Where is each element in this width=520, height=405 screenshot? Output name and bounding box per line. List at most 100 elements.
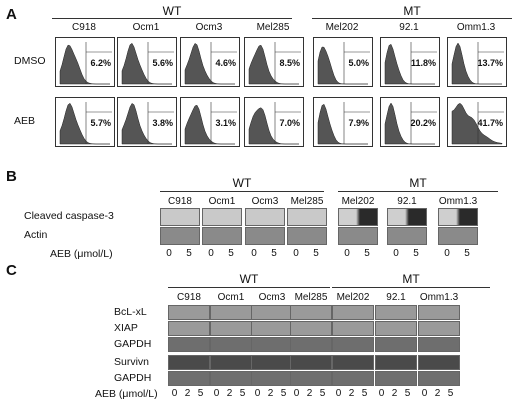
panel-b-dose-value: 0 <box>344 248 350 259</box>
western-blot-lane <box>160 208 200 226</box>
histogram-curve <box>248 102 301 145</box>
panel-c-row-label: BcL-xL <box>114 306 147 318</box>
percentage-label: 3.8% <box>152 118 173 128</box>
panel-c-dose-value: 2 <box>226 388 233 399</box>
panel-c-cell-line-label: Omm1.3 <box>419 292 459 303</box>
panel-c-dose-value: 0 <box>421 388 428 399</box>
panel-c-cell-line-label: Mel285 <box>294 292 328 303</box>
panel-b-dose-value: 0 <box>166 248 172 259</box>
panel-a-cell-line-label: Mel285 <box>256 22 290 33</box>
western-blot-lane <box>332 355 374 370</box>
histogram-area <box>59 102 110 145</box>
western-blot-lane <box>168 371 210 386</box>
panel-c-dose-value: 2 <box>391 388 398 399</box>
panel-b-cell-line-label: 92.1 <box>397 196 417 207</box>
panel-c-dose-value: 5 <box>239 388 246 399</box>
panel-b-dose-value: 0 <box>393 248 399 259</box>
panel-c-row-label: Survivn <box>114 356 150 368</box>
flow-histogram: 8.5% <box>244 37 304 87</box>
histogram-curve <box>184 102 237 145</box>
histogram-area <box>317 103 368 145</box>
western-blot-lane <box>375 305 417 320</box>
western-blot-lane <box>418 371 460 386</box>
panel-c-dose-value: 2 <box>184 388 191 399</box>
western-blot-lane <box>332 321 374 336</box>
percentage-label: 13.7% <box>477 58 503 68</box>
panel-a-wt-bracket <box>52 18 292 19</box>
panel-c-dose-value: 0 <box>335 388 342 399</box>
percentage-label: 4.6% <box>215 58 236 68</box>
panel-b-row-label: Cleaved caspase-3 <box>24 210 114 222</box>
flow-histogram: 7.9% <box>313 97 373 147</box>
histogram-area <box>184 43 235 85</box>
panel-b-dose-value: 5 <box>271 248 277 259</box>
panel-c-dose-value: 2 <box>434 388 441 399</box>
western-blot-lane <box>251 305 293 320</box>
western-blot-lane <box>332 337 374 352</box>
panel-a-cell-line-label: 92.1 <box>399 22 419 33</box>
histogram-area <box>451 42 502 85</box>
panel-b-dose-value: 5 <box>313 248 319 259</box>
western-blot-lane <box>375 371 417 386</box>
western-blot-lane <box>168 305 210 320</box>
flow-histogram: 4.6% <box>180 37 240 87</box>
percentage-label: 41.7% <box>477 118 503 128</box>
percentage-label: 5.0% <box>348 58 369 68</box>
western-blot-lane <box>418 355 460 370</box>
flow-histogram: 7.0% <box>244 97 304 147</box>
flow-histogram: 5.7% <box>55 97 115 147</box>
panel-c-dose-value: 5 <box>280 388 287 399</box>
panel-a-cell-line-label: Ocm1 <box>132 22 160 33</box>
panel-c-dose-label: AEB (μmol/L) <box>95 388 158 400</box>
panel-a-letter: A <box>6 6 17 23</box>
histogram-area <box>121 42 172 85</box>
western-blot-lane <box>287 227 327 245</box>
percentage-label: 11.8% <box>410 58 436 68</box>
panel-b-dose-value: 5 <box>364 248 370 259</box>
flow-histogram: 13.7% <box>447 37 507 87</box>
panel-a-wt-label: WT <box>162 4 182 18</box>
panel-b-mt-bracket <box>338 191 498 192</box>
percentage-label: 7.9% <box>348 118 369 128</box>
panel-b-cell-line-label: Ocm3 <box>251 196 279 207</box>
western-blot-lane <box>210 337 252 352</box>
western-blot-lane <box>210 305 252 320</box>
western-blot-lane <box>251 321 293 336</box>
panel-c-dose-value: 5 <box>319 388 326 399</box>
panel-c-wt-bracket <box>168 287 330 288</box>
histogram-curve <box>317 42 370 85</box>
western-blot-lane <box>332 371 374 386</box>
western-blot-lane <box>418 321 460 336</box>
panel-b-wt-bracket <box>160 191 324 192</box>
western-blot-lane <box>375 321 417 336</box>
flow-histogram: 5.6% <box>117 37 177 87</box>
panel-b-cell-line-label: Mel202 <box>341 196 375 207</box>
panel-b-dose-value: 5 <box>186 248 192 259</box>
flow-histogram: 3.8% <box>117 97 177 147</box>
percentage-label: 3.1% <box>215 118 236 128</box>
panel-b-dose-value: 5 <box>464 248 470 259</box>
panel-b-cell-line-label: Mel285 <box>290 196 324 207</box>
histogram-curve <box>384 42 437 85</box>
histogram-area <box>248 44 299 85</box>
western-blot-lane <box>387 208 427 226</box>
panel-a-cell-line-label: Ocm3 <box>195 22 223 33</box>
panel-a-mt-label: MT <box>403 4 421 18</box>
panel-c-dose-value: 2 <box>267 388 274 399</box>
western-blot-lane <box>251 371 293 386</box>
panel-a-row-label: AEB <box>14 115 36 127</box>
histogram-curve <box>184 42 237 85</box>
panel-c-dose-value: 0 <box>254 388 261 399</box>
panel-c-dose-value: 5 <box>447 388 454 399</box>
panel-c-wt-label: WT <box>239 272 259 286</box>
histogram-curve <box>59 42 112 85</box>
flow-histogram: 3.1% <box>180 97 240 147</box>
panel-b-dose-value: 0 <box>208 248 214 259</box>
western-blot-lane <box>290 305 332 320</box>
percentage-label: 7.0% <box>279 118 300 128</box>
histogram-area <box>317 46 368 85</box>
western-blot-lane <box>245 208 285 226</box>
western-blot-lane <box>202 208 242 226</box>
western-blot-lane <box>251 355 293 370</box>
